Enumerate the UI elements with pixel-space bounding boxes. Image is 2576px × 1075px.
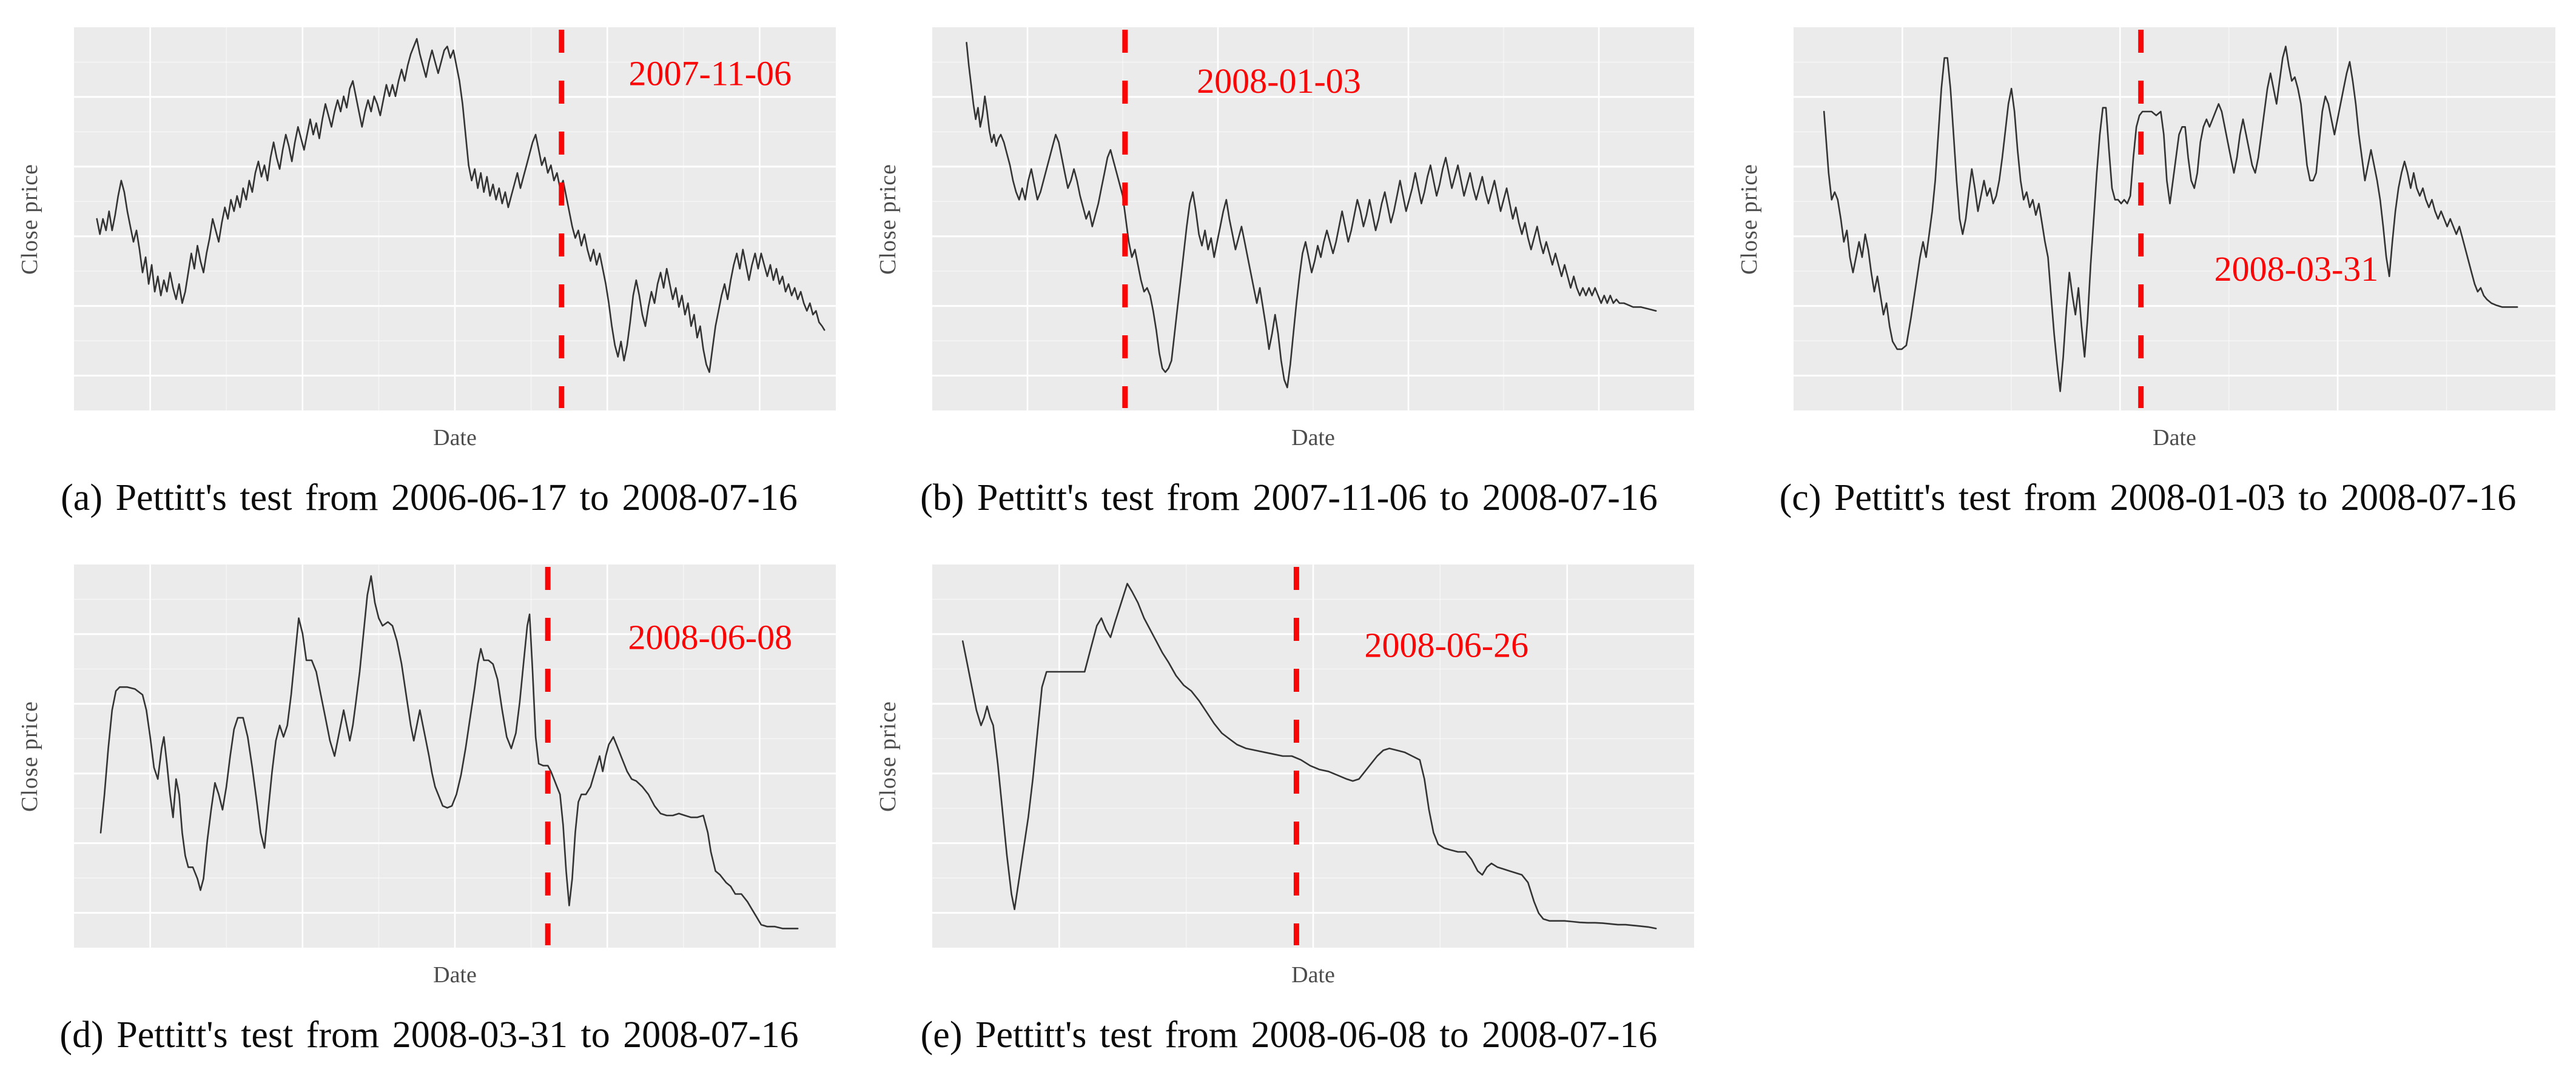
chart-caption: (d) Pettitt's test from 2008-03-31 to 20…: [59, 1014, 799, 1056]
chart-panel-d: Close price 2008-06-08 Date (d) Pettitt'…: [0, 537, 858, 1075]
plot-area: 2008-06-08: [74, 564, 836, 948]
change-point-label: 2008-01-03: [1197, 61, 1361, 101]
price-line: [961, 583, 1657, 929]
chart-caption: (e) Pettitt's test from 2008-06-08 to 20…: [920, 1014, 1658, 1056]
plot-area: 2008-06-26: [932, 564, 1694, 948]
y-axis-title: Close price: [875, 700, 901, 812]
chart-panel-c: Close price 2008-03-31 Date (c) Pettitt'…: [1720, 0, 2576, 537]
x-axis-title: Date: [1291, 962, 1335, 988]
y-axis-title: Close price: [17, 700, 42, 812]
change-point-label: 2008-03-31: [2214, 249, 2379, 289]
y-axis-title: Close price: [1737, 163, 1762, 275]
gridlines: [932, 564, 1694, 948]
price-line: [99, 575, 799, 929]
change-point-label: 2008-06-08: [628, 618, 792, 657]
plot-background: [1794, 27, 2555, 410]
chart-panel-b: Close price 2008-01-03 Date (b) Pettitt'…: [858, 0, 1720, 537]
chart-svg: 2008-06-26: [932, 564, 1694, 948]
y-axis-title: Close price: [875, 163, 901, 275]
chart-caption: (c) Pettitt's test from 2008-01-03 to 20…: [1779, 477, 2517, 518]
price-line: [966, 41, 1657, 389]
change-point-label: 2008-06-26: [1364, 625, 1528, 665]
x-axis-title: Date: [1291, 425, 1335, 450]
chart-caption: (a) Pettitt's test from 2006-06-17 to 20…: [61, 477, 798, 518]
chart-svg: 2008-06-08: [74, 564, 836, 948]
gridlines: [74, 27, 836, 410]
plot-area: 2007-11-06: [74, 27, 836, 410]
price-line: [1823, 45, 2518, 392]
x-axis-title: Date: [433, 425, 477, 450]
chart-panel-e: Close price 2008-06-26 Date (e) Pettitt'…: [858, 537, 1720, 1075]
x-axis-title: Date: [2153, 425, 2196, 450]
chart-caption: (b) Pettitt's test from 2007-11-06 to 20…: [920, 477, 1658, 518]
gridlines: [74, 564, 836, 948]
chart-svg: 2007-11-06: [74, 27, 836, 410]
chart-panel-a: Close price 2007-11-06 Date (a) Pettitt'…: [0, 0, 858, 537]
y-axis-title: Close price: [17, 163, 42, 275]
plot-area: 2008-01-03: [932, 27, 1694, 410]
x-axis-title: Date: [433, 962, 477, 988]
price-line: [96, 38, 826, 373]
gridlines: [1794, 27, 2555, 410]
chart-svg: 2008-03-31: [1794, 27, 2555, 410]
change-point-label: 2007-11-06: [629, 54, 792, 93]
chart-svg: 2008-01-03: [932, 27, 1694, 410]
plot-area: 2008-03-31: [1794, 27, 2555, 410]
